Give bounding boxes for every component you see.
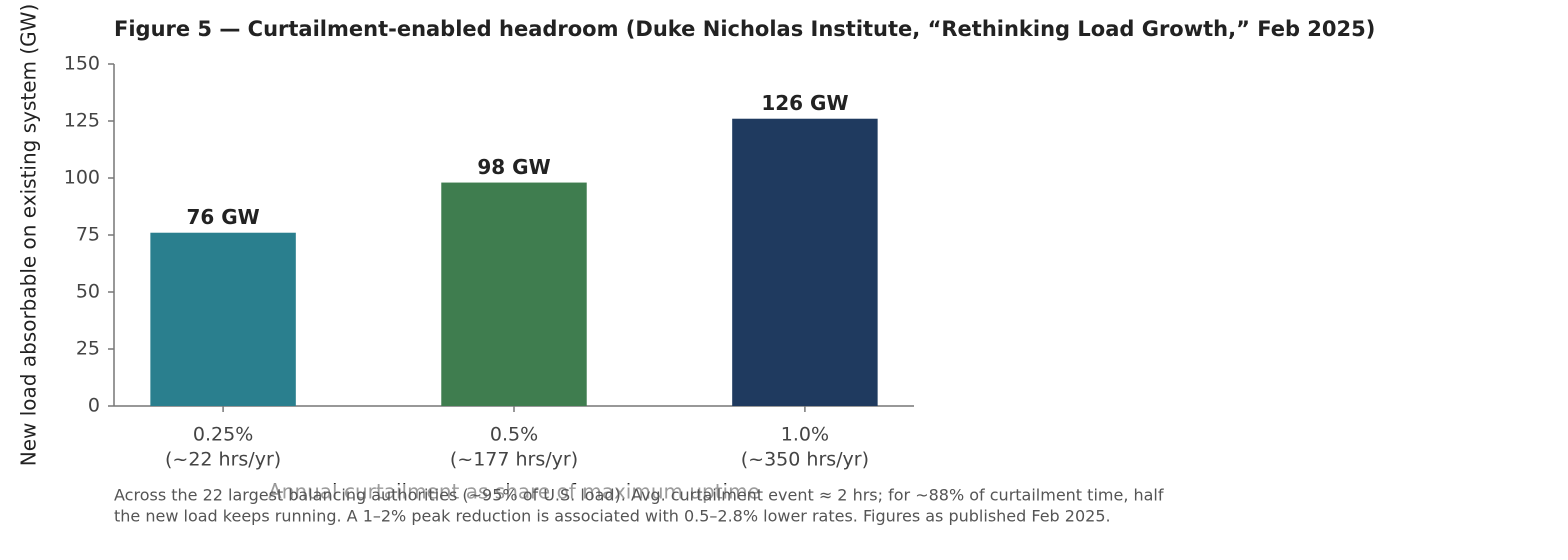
- bar: [150, 232, 296, 406]
- chart-title: Figure 5 — Curtailment-enabled headroom …: [114, 17, 1375, 41]
- x-tick-label: (~22 hrs/yr): [165, 449, 281, 471]
- x-tick-label: 0.25%: [193, 424, 253, 446]
- y-axis-label: New load absorbable on existing system (…: [17, 4, 41, 466]
- value-label: 98 GW: [477, 155, 550, 179]
- x-tick-label: 0.5%: [490, 424, 538, 446]
- bar: [441, 182, 587, 406]
- y-tick-label: 0: [88, 395, 100, 417]
- x-tick-label: (~350 hrs/yr): [741, 449, 869, 471]
- y-tick-label: 125: [64, 110, 100, 132]
- y-tick-label: 50: [76, 281, 100, 303]
- x-tick-label: (~177 hrs/yr): [450, 449, 578, 471]
- x-tick-label: 1.0%: [781, 424, 829, 446]
- value-label: 76 GW: [186, 205, 259, 229]
- footnote: Across the 22 largest balancing authorit…: [114, 486, 1164, 505]
- y-tick-label: 150: [64, 53, 100, 75]
- bar: [732, 118, 878, 406]
- y-tick-label: 75: [76, 224, 100, 246]
- footnote-backdrop: [114, 484, 1374, 530]
- footnote: the new load keeps running. A 1–2% peak …: [114, 507, 1111, 526]
- value-label: 126 GW: [761, 91, 848, 115]
- y-tick-label: 100: [64, 167, 100, 189]
- y-tick-label: 25: [76, 338, 100, 360]
